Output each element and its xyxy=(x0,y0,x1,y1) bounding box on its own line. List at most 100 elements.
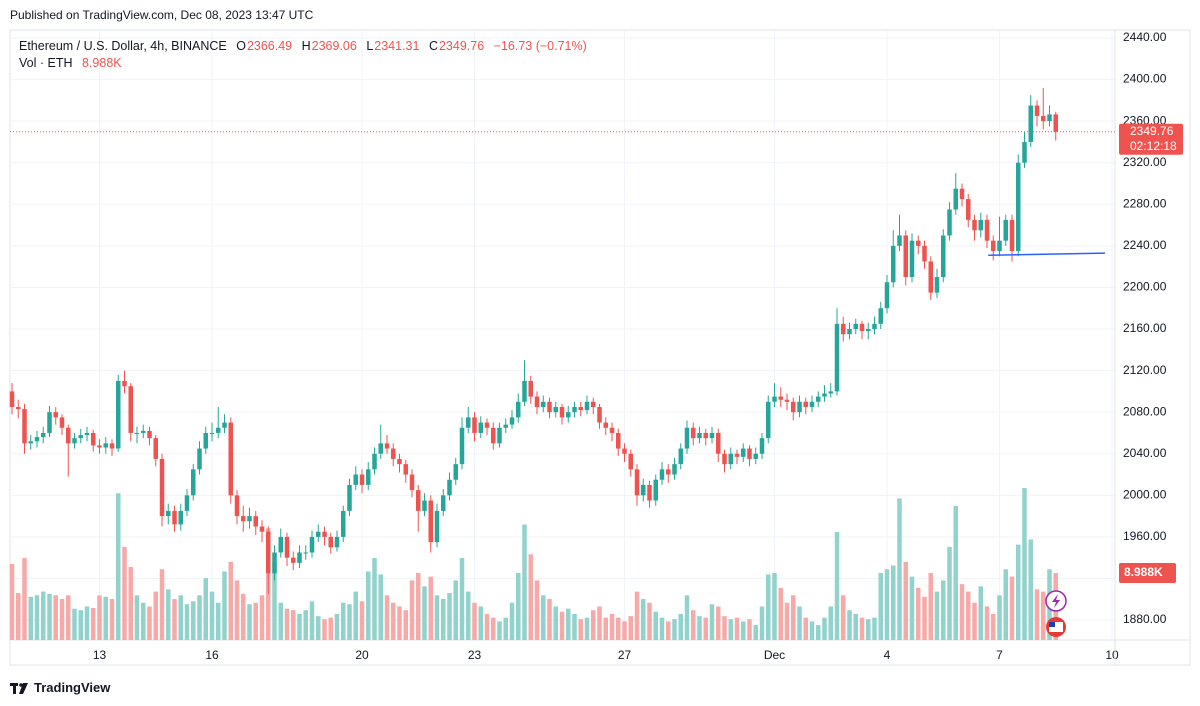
volume-bar xyxy=(566,608,571,640)
volume-bar xyxy=(428,576,433,640)
volume-bar xyxy=(322,619,327,640)
volume-tag-label: 8.988K xyxy=(1124,565,1163,579)
volume-bar xyxy=(653,611,658,640)
price-tag xyxy=(1119,123,1183,155)
candle-body xyxy=(134,432,140,434)
volume-bar xyxy=(253,602,258,640)
volume-bar xyxy=(28,596,33,640)
candle-body xyxy=(1022,141,1027,163)
candle-body xyxy=(309,536,315,553)
ohlc-value: 2349.76 xyxy=(438,39,485,53)
candle-body xyxy=(841,323,846,335)
volume-bar xyxy=(859,617,865,640)
candle-body xyxy=(541,401,546,407)
volume-bar xyxy=(378,574,383,640)
volume-bar xyxy=(978,586,983,640)
volume-bar xyxy=(622,621,627,640)
volume-bar xyxy=(647,602,652,640)
volume-bar xyxy=(191,601,196,640)
volume-bar xyxy=(922,596,927,640)
candle-body xyxy=(378,443,383,454)
candle-body xyxy=(628,453,633,470)
candle-body xyxy=(322,531,327,537)
candle-body xyxy=(634,469,640,496)
candle-body xyxy=(616,432,621,449)
candle-body xyxy=(641,484,646,496)
volume-bar xyxy=(553,606,558,640)
candle-body xyxy=(284,536,290,558)
volume-bar xyxy=(203,578,208,640)
volume-bar xyxy=(728,619,733,640)
volume-value: 8.988K xyxy=(81,56,122,70)
volume-bar xyxy=(409,580,415,640)
candle-body xyxy=(709,432,715,439)
volume-bar xyxy=(34,595,40,640)
candle-body xyxy=(203,432,208,449)
volume-bar xyxy=(947,546,952,640)
volume-bar xyxy=(584,617,590,640)
volume-bar xyxy=(197,595,202,640)
volume-bar xyxy=(16,593,21,640)
x-tick-label: 20 xyxy=(355,648,369,662)
candle-body xyxy=(447,479,452,496)
volume-bar xyxy=(1028,539,1033,640)
volume-bar xyxy=(284,608,290,640)
volume-bar xyxy=(841,595,846,640)
volume-bar xyxy=(641,599,646,640)
candle-body xyxy=(891,245,896,283)
candle-body xyxy=(159,458,165,517)
candle-body xyxy=(34,437,40,442)
volume-bar xyxy=(397,606,402,640)
trend-line xyxy=(988,252,1106,256)
volume-bar xyxy=(634,591,640,640)
candle-body xyxy=(853,323,858,330)
candle-body xyxy=(109,443,115,449)
candle-body xyxy=(603,422,608,428)
candle-body xyxy=(84,432,90,436)
candle-body xyxy=(691,427,696,439)
volume-bar xyxy=(803,617,808,640)
volume-bar xyxy=(741,621,746,640)
legend-row: Vol · ETH 8.988K xyxy=(19,55,593,72)
candle-body xyxy=(372,453,377,470)
candle-body xyxy=(316,531,321,537)
volume-bar xyxy=(172,599,177,640)
candle-body xyxy=(797,401,802,413)
candle-body xyxy=(878,308,883,324)
candle-body xyxy=(722,453,727,465)
volume-title: Vol · ETH xyxy=(19,56,73,70)
volume-bar xyxy=(309,601,315,640)
volume-bar xyxy=(66,595,71,640)
y-tick-label: 2280.00 xyxy=(1123,196,1167,210)
volume-bar xyxy=(72,608,77,640)
candle-body xyxy=(97,445,102,448)
countdown: 02:12:18 xyxy=(1130,139,1177,153)
candle-body xyxy=(422,500,427,511)
icons xyxy=(1045,590,1067,637)
candle-body xyxy=(391,448,396,459)
candle-body xyxy=(503,424,508,428)
candle-body xyxy=(453,464,458,480)
volume-bar xyxy=(816,625,821,640)
candle-body xyxy=(759,438,765,454)
candle-body xyxy=(416,490,421,511)
volume-bar xyxy=(453,580,458,640)
volume-bar xyxy=(628,616,633,640)
legend-row: Ethereum / U.S. Dollar, 4h, BINANCE O236… xyxy=(19,38,593,55)
price-tag-label: 2349.76 xyxy=(1130,124,1174,138)
volume-bar xyxy=(97,595,102,640)
volume-bar xyxy=(1034,589,1040,640)
candle-body xyxy=(334,536,340,548)
volume-bar xyxy=(534,580,540,640)
candle-body xyxy=(991,240,996,252)
volume-bar xyxy=(666,621,671,640)
volume-bar xyxy=(847,610,852,640)
volume-bar xyxy=(103,596,108,640)
volume-bar xyxy=(503,617,508,640)
volume-bar xyxy=(484,613,490,640)
volume-bar xyxy=(22,558,27,640)
volume-bar xyxy=(891,565,896,640)
chart-frame xyxy=(9,29,1191,666)
volume-bar xyxy=(497,621,502,640)
candle-body xyxy=(791,401,796,413)
